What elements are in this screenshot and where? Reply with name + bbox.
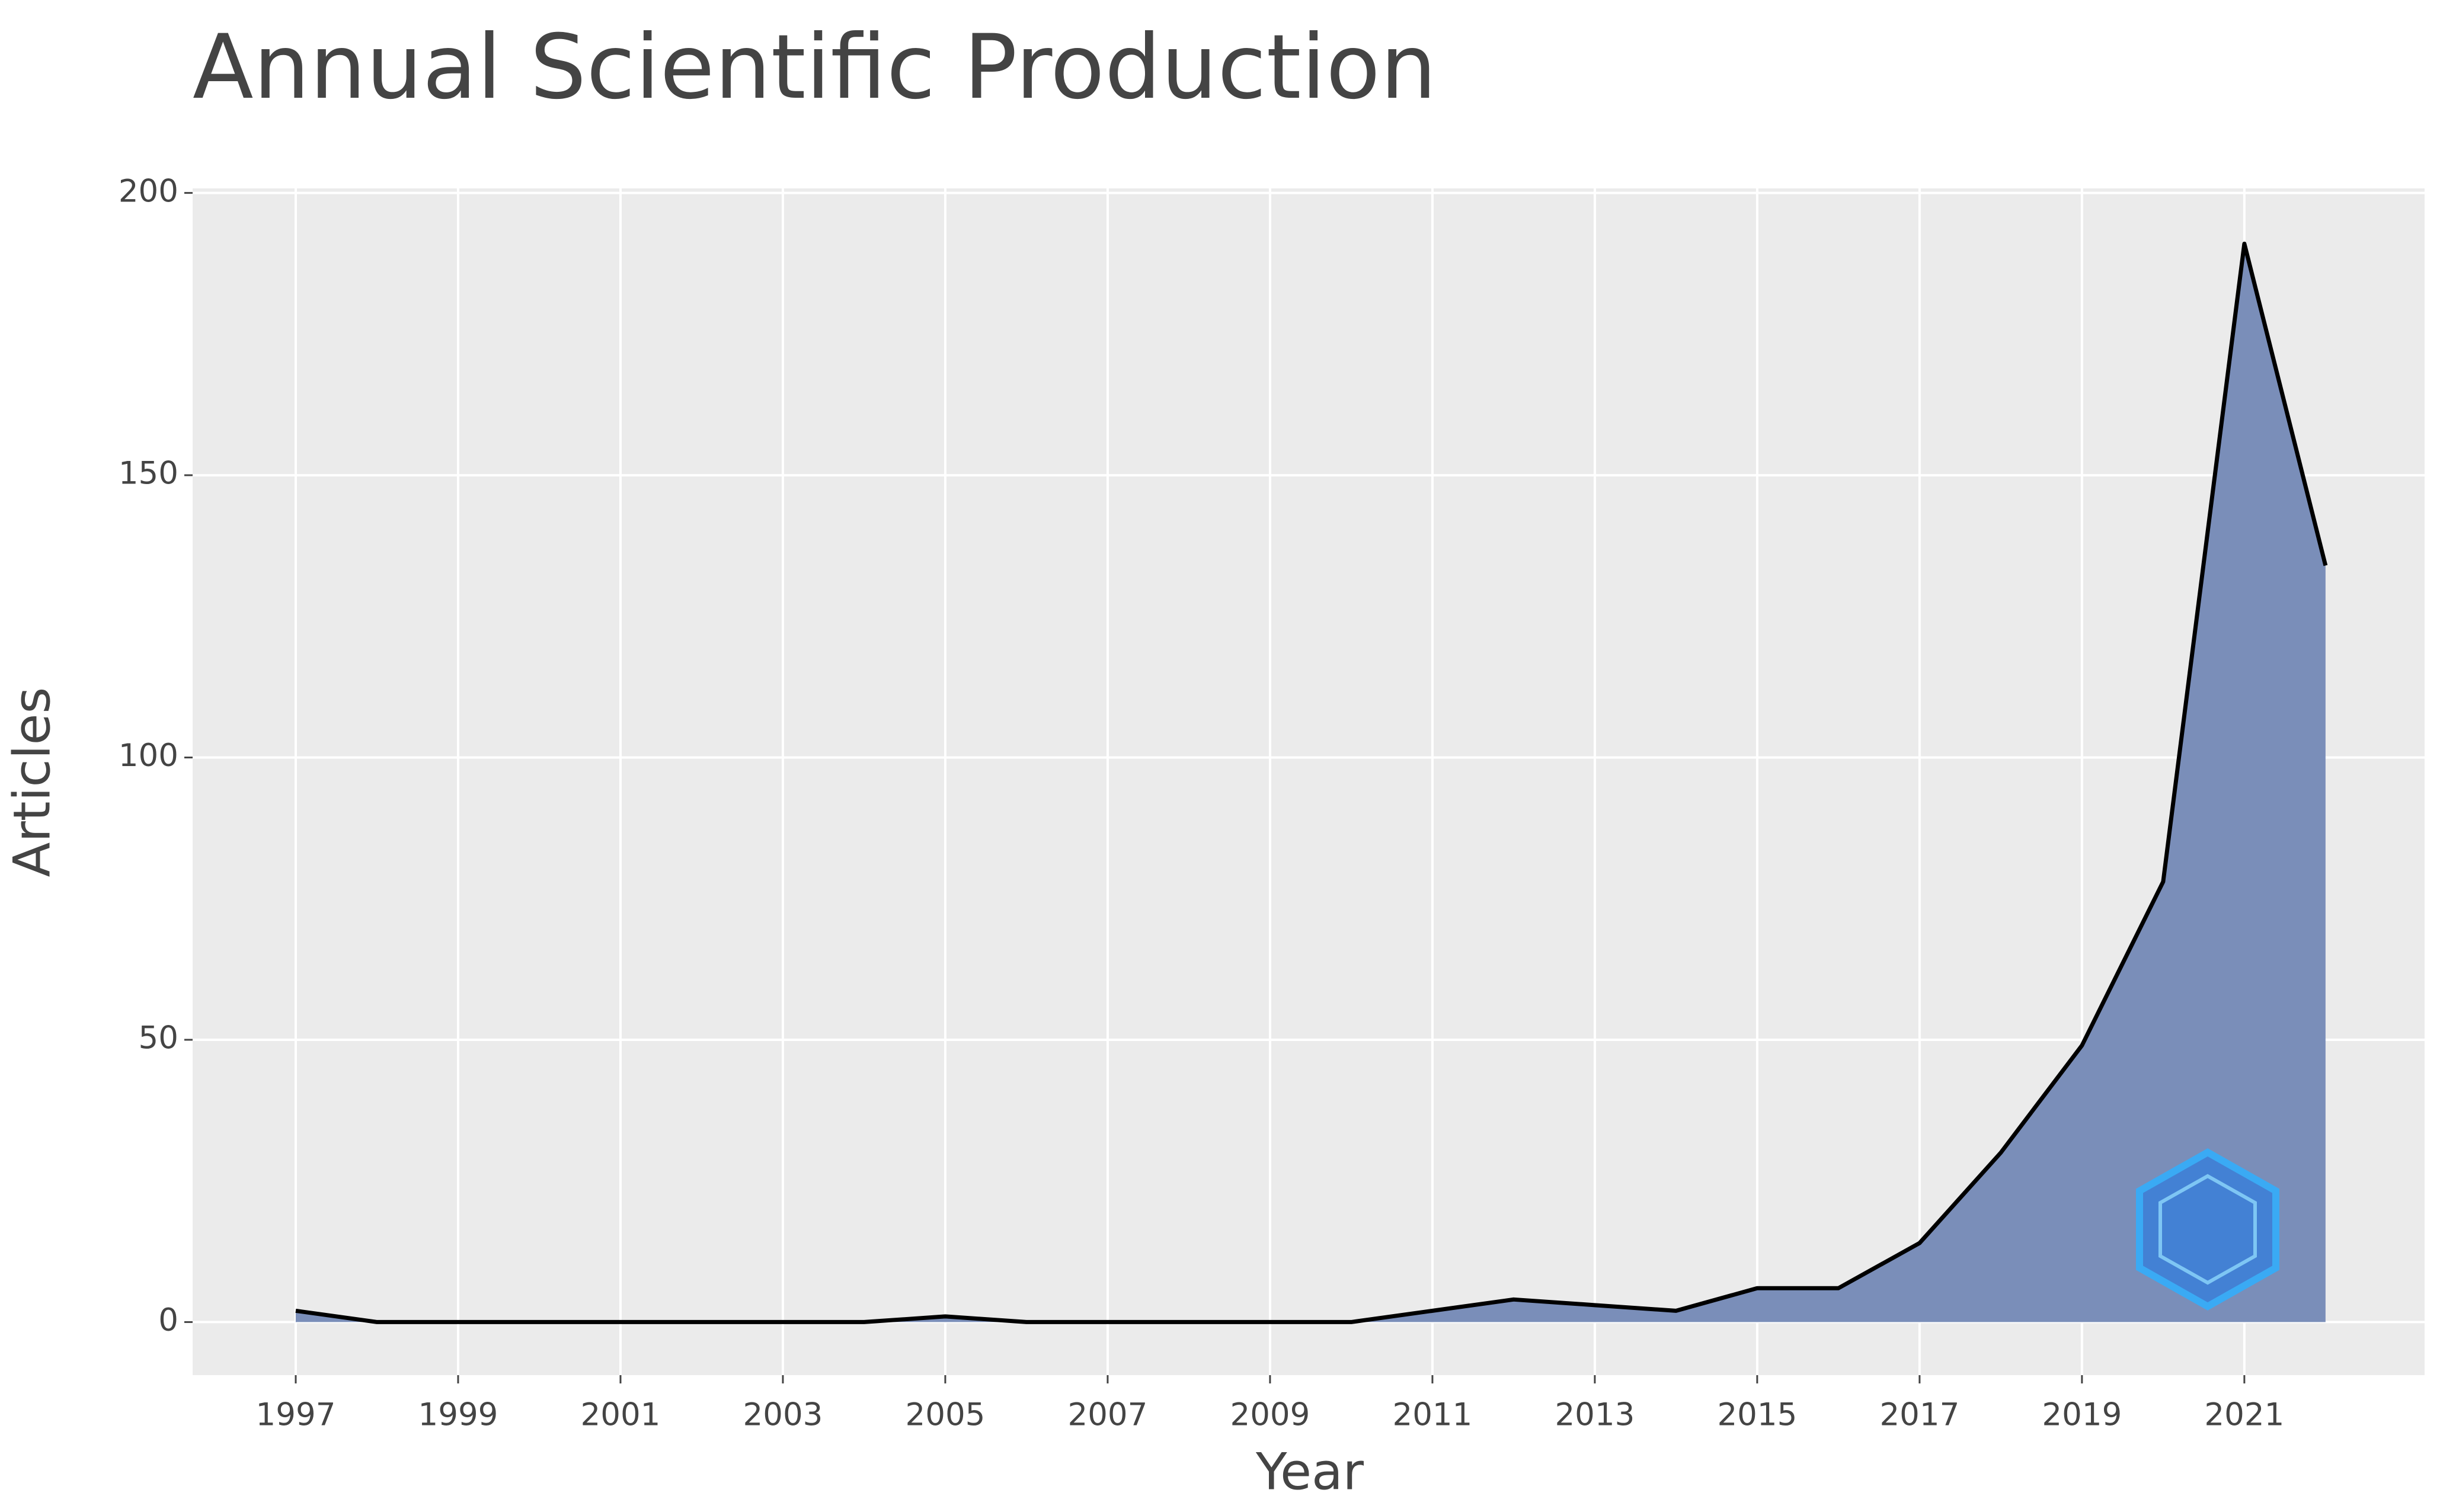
x-tick-label: 2003 [743,1397,823,1433]
chart-title: Annual Scientific Production [193,16,1437,119]
marks [295,241,2328,1324]
y-tick-label: 0 [158,1302,178,1338]
grid [193,188,2425,1375]
x-tick-label: 2011 [1392,1397,1472,1433]
x-tick-label: 2017 [1879,1397,1959,1433]
line [295,241,2328,1324]
y-axis-title: Articles [2,687,62,877]
y-tick-label: 50 [139,1020,178,1056]
x-tick-label: 2001 [581,1397,661,1433]
x-tick-label: 2021 [2204,1397,2284,1433]
x-tick-label: 2009 [1230,1397,1310,1433]
y-tick-label: 150 [119,456,178,492]
x-tick-label: 2007 [1067,1397,1147,1433]
x-tick-label: 2015 [1717,1397,1797,1433]
y-tick-label: 200 [119,173,178,209]
x-tick-label: 1999 [418,1397,498,1433]
x-tick-label: 1997 [256,1397,336,1433]
x-tick-label: 2019 [2042,1397,2122,1433]
x-tick-label: 2005 [906,1397,986,1433]
y-tick-label: 100 [119,738,178,774]
x-axis-title: Year [1255,1442,1364,1501]
logo-inner [2158,1174,2257,1285]
ticks: 0 50 100 150 200 1997 1999 2001 2003 2005 2007 2009… [119,173,2284,1433]
logo-hexagon [2136,1148,2279,1311]
area [295,244,2326,1322]
x-tick-label: 2013 [1555,1397,1635,1433]
watermark-logo [2136,1148,2279,1311]
